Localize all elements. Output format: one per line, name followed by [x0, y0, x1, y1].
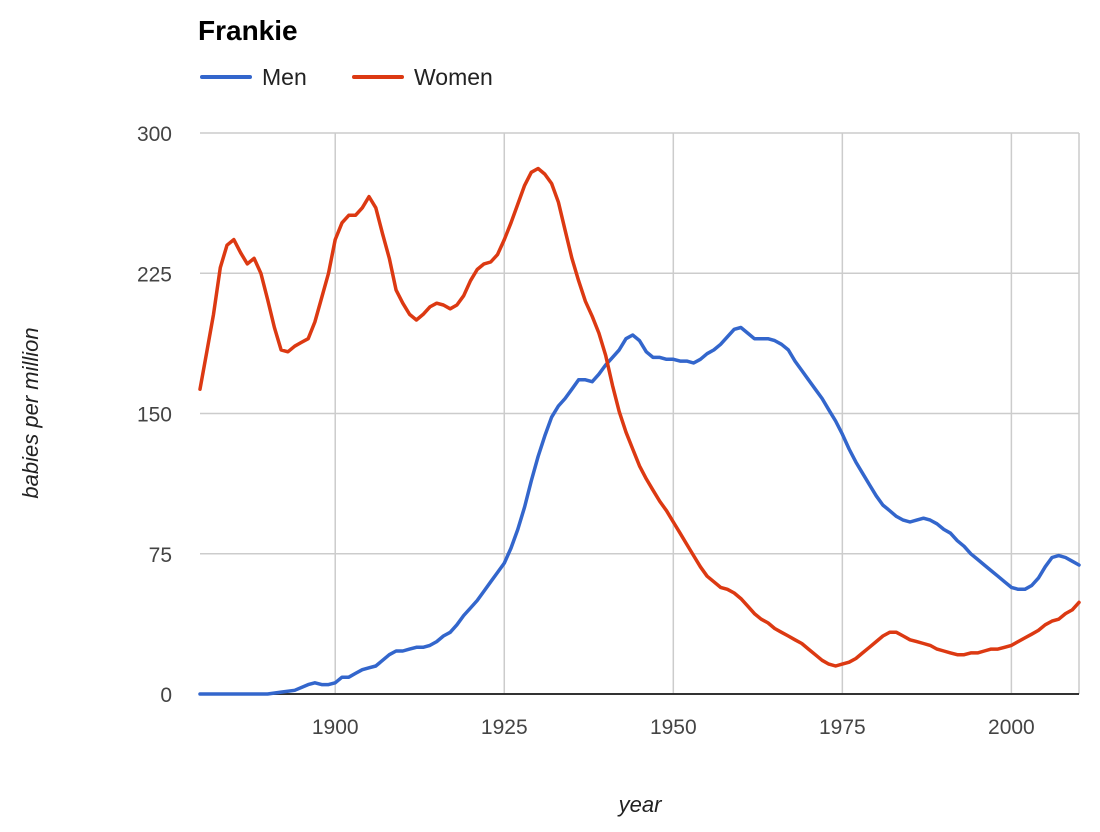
series-line-men[interactable] [198, 325, 1081, 696]
legend-label-men: Men [262, 63, 307, 90]
x-axis-title: year [617, 792, 663, 817]
y-tick-label: 225 [137, 263, 172, 286]
legend-swatch-men [200, 75, 252, 79]
legend-label-women: Women [414, 63, 493, 90]
legend-item-men[interactable]: Men [200, 62, 307, 92]
x-tick-label: 1900 [312, 716, 359, 739]
x-tick-label: 1950 [650, 716, 697, 739]
x-tick-labels: 1900 1925 1950 1975 2000 [312, 716, 1035, 739]
y-tick-label: 150 [137, 404, 172, 427]
gridlines [200, 132, 1080, 695]
legend-swatch-women [352, 75, 404, 79]
x-tick-label: 2000 [988, 716, 1035, 739]
y-tick-labels: 0 75 150 225 300 [137, 123, 172, 707]
y-tick-label: 300 [137, 123, 172, 146]
x-tick-label: 1925 [481, 716, 528, 739]
chart-title: Frankie [198, 15, 298, 46]
y-tick-label: 75 [149, 544, 172, 567]
series-line-women[interactable] [198, 166, 1081, 668]
y-tick-label: 0 [160, 684, 172, 707]
y-axis-title: babies per million [18, 327, 43, 498]
x-tick-label: 1975 [819, 716, 866, 739]
legend-item-women[interactable]: Women [352, 62, 493, 92]
series-lines [198, 166, 1081, 696]
